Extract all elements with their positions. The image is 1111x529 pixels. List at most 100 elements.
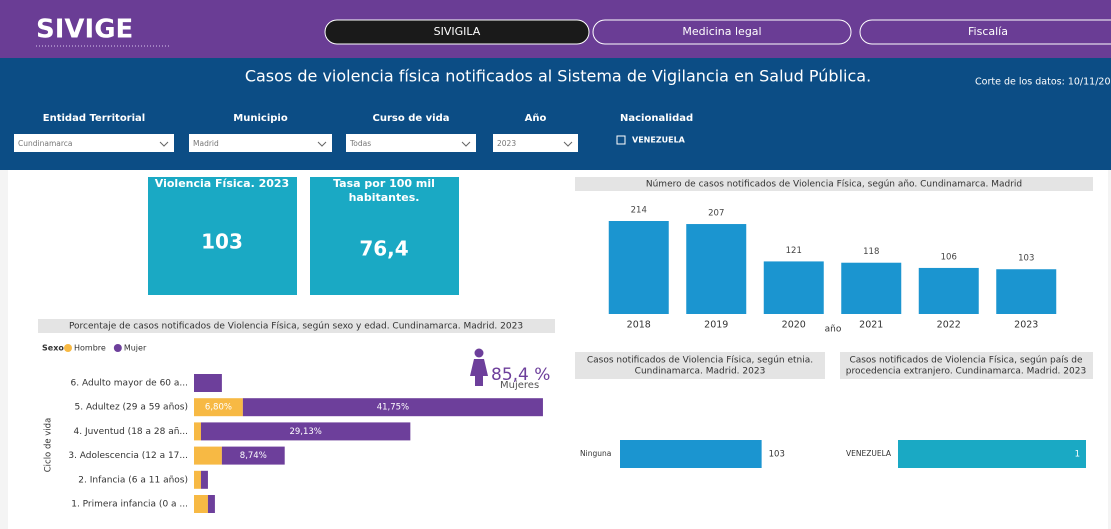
dropdown-chevron — [159, 141, 169, 147]
tab[interactable] — [324, 19, 590, 45]
y-tick-label: 4. Juventud (18 a 28 añ... — [74, 427, 189, 437]
dropdown-value[interactable]: Cundinamarca — [18, 139, 72, 148]
y-tick-label: 3. Adolescencia (12 a 17... — [68, 451, 188, 461]
annotation-label: Mujeres — [500, 380, 539, 391]
tab[interactable] — [859, 19, 1111, 45]
chart-title-bar — [575, 177, 1093, 191]
icon-head — [474, 348, 484, 358]
chart-title: Casos notificados de Violencia Física, s… — [849, 356, 1083, 366]
data-label: 41,75% — [377, 403, 409, 413]
x-tick-label: 2019 — [704, 320, 728, 331]
bar — [898, 440, 1086, 468]
data-label: 207 — [708, 209, 724, 219]
tab-label[interactable]: Fiscalía — [968, 25, 1008, 38]
bar — [686, 224, 747, 314]
bar — [996, 269, 1057, 314]
y-axis-label: Ciclo de vida — [44, 418, 54, 473]
y-tick-label: VENEZUELA — [846, 449, 892, 458]
annotation-value: 85,4 % — [491, 365, 550, 385]
female-icon — [470, 348, 488, 386]
dropdown[interactable] — [14, 134, 174, 152]
y-tick-label: 1. Primera infancia (0 a ... — [71, 500, 188, 510]
dropdown[interactable] — [493, 134, 578, 152]
filter-label: Entidad Territorial — [43, 113, 145, 124]
cutoff-date: Corte de los datos: 10/11/202 — [975, 77, 1111, 88]
chart-title: Porcentaje de casos notificados de Viole… — [69, 322, 523, 332]
bar-segment — [194, 446, 222, 465]
data-label: 103 — [769, 450, 785, 460]
bar-segment — [200, 470, 208, 489]
x-tick-label: 2021 — [859, 320, 883, 331]
data-label: 6,80% — [205, 403, 232, 413]
bar-segment — [242, 398, 543, 417]
dropdown[interactable] — [189, 134, 332, 152]
legend-swatch — [64, 344, 72, 352]
kpi-value: 103 — [201, 230, 243, 254]
bar-segment — [194, 495, 208, 513]
kpi-card — [148, 177, 297, 295]
dropdown-value[interactable]: Madrid — [193, 139, 219, 148]
bar — [608, 221, 669, 314]
bar — [620, 440, 762, 468]
data-label: 121 — [786, 246, 802, 256]
data-label: 103 — [1018, 254, 1034, 264]
data-label: 106 — [941, 252, 957, 262]
bar — [918, 267, 979, 314]
checkbox-label[interactable]: VENEZUELA — [632, 136, 686, 145]
kpi-card — [310, 177, 459, 295]
x-axis-label: año — [825, 325, 842, 335]
legend-label: Hombre — [74, 344, 106, 353]
bar-segment — [194, 374, 222, 392]
data-label: 1 — [1075, 450, 1080, 460]
dropdown-chevron — [461, 141, 471, 147]
chart-title-bar — [575, 352, 825, 379]
checkbox[interactable] — [616, 135, 626, 145]
bar — [841, 262, 902, 314]
chart-title-bar — [840, 352, 1093, 379]
x-tick-label: 2022 — [937, 320, 961, 331]
dropdown[interactable] — [346, 134, 476, 152]
chart-title: Cundinamarca. Madrid. 2023 — [635, 367, 766, 377]
kpi-label: Violencia Física. 2023 — [155, 177, 289, 190]
legend-swatch — [113, 344, 122, 352]
page-title: Casos de violencia física notificados al… — [245, 67, 871, 86]
bar-segment — [200, 422, 411, 441]
kpi-label: Tasa por 100 mil — [333, 177, 435, 190]
tab-label[interactable]: Medicina legal — [682, 25, 761, 38]
data-label: 29,13% — [289, 427, 321, 437]
dropdown-chevron — [317, 141, 327, 147]
legend-title: Sexo — [42, 344, 64, 353]
filter-label: Nacionalidad — [620, 113, 693, 124]
chart-title-bar — [38, 319, 555, 333]
tab[interactable] — [592, 19, 852, 45]
bar — [763, 261, 824, 314]
y-tick-label: 2. Infancia (6 a 11 años) — [78, 475, 188, 485]
bar-segment — [194, 422, 201, 441]
data-label: 214 — [631, 206, 647, 216]
chart-title: procedencia extranjero. Cundinamarca. Ma… — [846, 367, 1086, 377]
y-tick-label: Ninguna — [580, 449, 611, 458]
data-label: 8,74% — [240, 451, 267, 461]
legend-label: Mujer — [124, 344, 147, 353]
logo: SIVIGE — [36, 15, 133, 45]
bar-segment — [207, 495, 215, 513]
filter-label: Municipio — [233, 113, 288, 124]
y-tick-label: 5. Adultez (29 a 59 años) — [75, 403, 188, 413]
x-tick-label: 2020 — [782, 320, 806, 331]
data-label: 118 — [863, 247, 879, 257]
bar-segment — [194, 398, 243, 417]
chart-title: Casos notificados de Violencia Física, s… — [587, 356, 813, 366]
kpi-value: 76,4 — [359, 237, 408, 261]
dropdown-chevron — [563, 141, 573, 147]
chart-title: Número de casos notificados de Violencia… — [646, 180, 1022, 190]
icon-body — [470, 359, 488, 386]
x-tick-label: 2023 — [1014, 320, 1038, 331]
dropdown-value[interactable]: 2023 — [497, 139, 516, 148]
bar-segment — [194, 470, 201, 489]
dropdown-value[interactable]: Todas — [349, 139, 371, 148]
tab-label[interactable]: SIVIGILA — [434, 25, 481, 38]
filter-label: Curso de vida — [373, 113, 450, 124]
bar-segment — [221, 446, 285, 465]
y-tick-label: 6. Adulto mayor de 60 a... — [71, 379, 188, 389]
